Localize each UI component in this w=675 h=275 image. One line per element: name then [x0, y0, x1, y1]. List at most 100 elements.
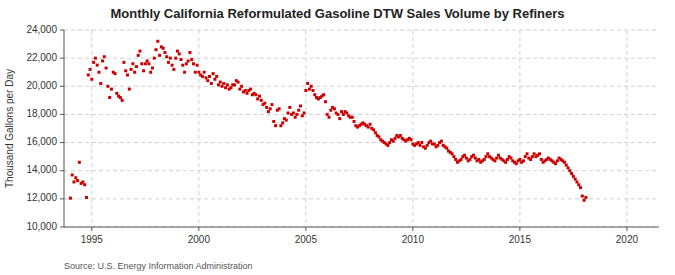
point	[436, 144, 439, 147]
point	[506, 158, 509, 161]
point	[424, 147, 427, 150]
point	[538, 152, 541, 155]
y-tick-label: 24,000	[26, 24, 57, 35]
point	[567, 166, 570, 169]
y-grid-line	[64, 198, 659, 199]
point	[345, 112, 348, 115]
point	[256, 97, 259, 100]
point	[533, 152, 536, 155]
point	[570, 172, 573, 175]
point	[142, 69, 145, 72]
point	[515, 162, 518, 165]
point	[568, 169, 571, 172]
point	[149, 71, 152, 74]
point	[297, 109, 300, 112]
point	[94, 57, 97, 60]
point	[484, 155, 487, 158]
point	[420, 141, 423, 144]
point	[531, 155, 534, 158]
point	[156, 40, 159, 43]
point	[128, 88, 131, 91]
point	[468, 158, 471, 161]
point	[563, 161, 566, 164]
y-tick	[60, 142, 64, 143]
point	[69, 197, 72, 200]
y-axis-line	[64, 30, 65, 227]
point	[181, 64, 184, 67]
point	[83, 183, 86, 186]
point	[429, 140, 432, 143]
point	[229, 86, 232, 89]
point	[258, 95, 261, 98]
y-tick-label: 14,000	[26, 164, 57, 175]
point	[419, 144, 422, 147]
x-tick-label: 2005	[295, 234, 318, 245]
point	[328, 116, 331, 119]
point	[185, 62, 188, 65]
y-tick-label: 10,000	[26, 221, 57, 232]
point	[224, 86, 227, 89]
points	[69, 40, 587, 202]
x-grid-line	[198, 30, 199, 227]
background	[0, 0, 675, 275]
point	[85, 196, 88, 199]
y-tick-label: 22,000	[26, 52, 57, 63]
point	[201, 75, 204, 78]
point	[369, 123, 372, 126]
point	[483, 158, 486, 161]
point	[338, 117, 341, 120]
point	[308, 88, 311, 91]
y-axis-label: Thousand Gallons per Day	[4, 69, 15, 188]
point	[110, 88, 113, 91]
point	[204, 76, 207, 79]
x-tick	[519, 227, 520, 231]
grid	[64, 30, 659, 227]
point	[124, 69, 127, 72]
point	[324, 100, 327, 103]
y-tick	[60, 86, 64, 87]
point	[463, 154, 466, 157]
x-grid-line	[412, 30, 413, 227]
point	[158, 54, 161, 57]
point	[577, 183, 580, 186]
point	[155, 48, 158, 51]
point	[176, 50, 179, 53]
y-tick	[60, 30, 64, 31]
point	[114, 72, 117, 75]
point	[169, 57, 172, 60]
point	[452, 155, 455, 158]
y-tick-label: 12,000	[26, 192, 57, 203]
y-tick	[60, 198, 64, 199]
point	[90, 78, 93, 81]
point	[572, 175, 575, 178]
x-axis-line	[64, 227, 659, 228]
point	[472, 154, 475, 157]
point	[222, 82, 225, 85]
point	[180, 58, 183, 61]
point	[78, 161, 81, 164]
point	[105, 66, 108, 69]
x-tick	[412, 227, 413, 231]
point	[97, 71, 100, 74]
point	[99, 82, 102, 85]
point	[217, 83, 220, 86]
point	[388, 141, 391, 144]
point	[106, 85, 109, 88]
source-note: Source: U.S. Energy Information Administ…	[64, 261, 253, 271]
point	[374, 131, 377, 134]
point	[278, 107, 281, 110]
point	[203, 71, 206, 74]
point	[76, 179, 79, 182]
point	[133, 71, 136, 74]
y-grid-line	[64, 227, 659, 228]
point	[108, 96, 111, 99]
point	[288, 106, 291, 109]
point	[509, 157, 512, 160]
point	[178, 52, 181, 55]
x-tick	[198, 227, 199, 231]
point	[238, 88, 241, 91]
point	[197, 71, 200, 74]
point	[287, 112, 290, 115]
point	[89, 68, 92, 71]
point	[295, 113, 298, 116]
